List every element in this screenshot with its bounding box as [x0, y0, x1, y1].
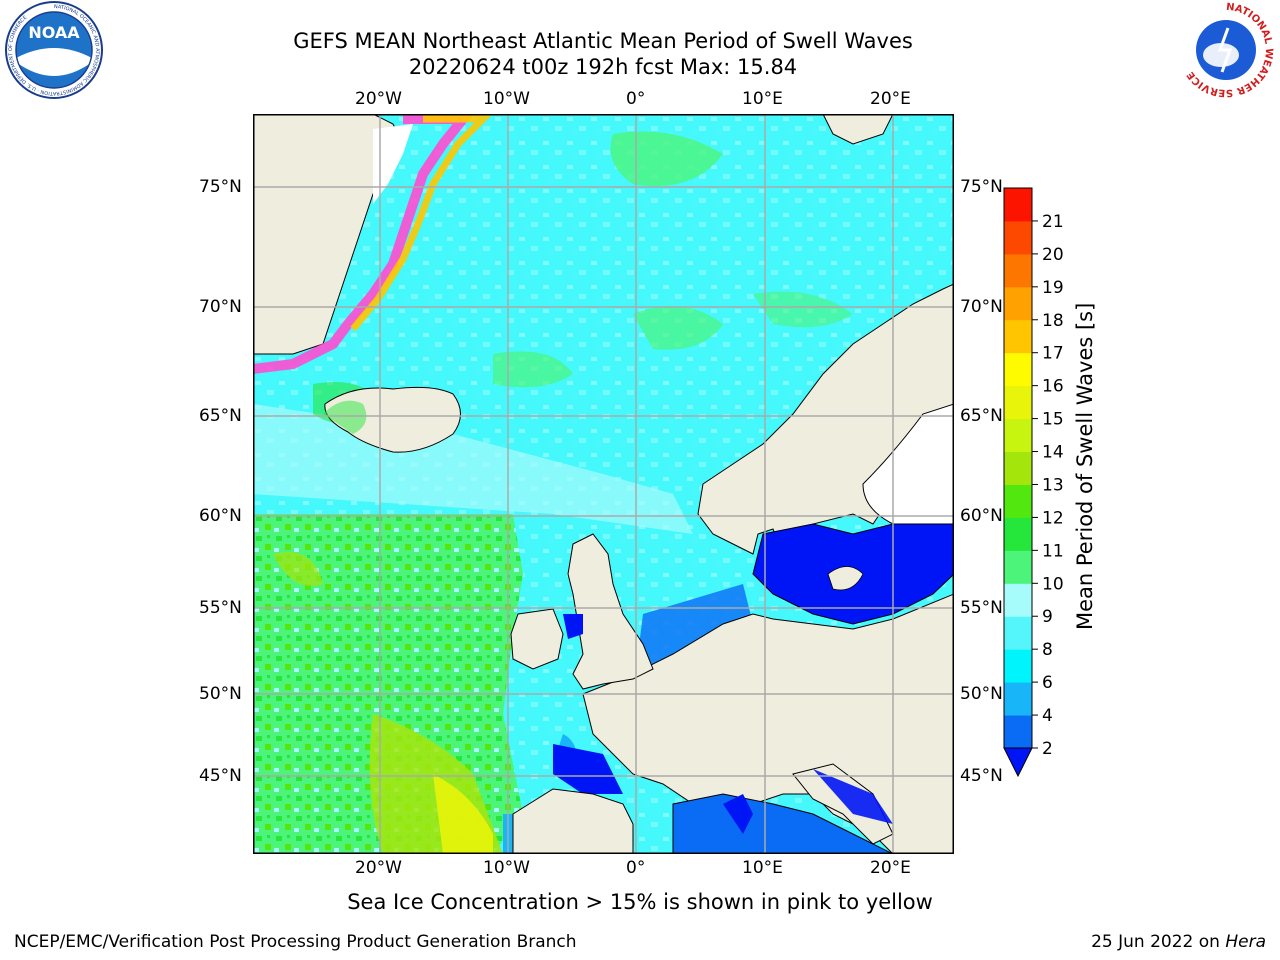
lat-label-left: 65°N — [199, 406, 242, 426]
colorbar-bin — [1004, 649, 1032, 683]
map-frame — [253, 114, 954, 854]
colorbar-bin — [1004, 352, 1032, 387]
colorbar-tick-label: 4 — [1042, 706, 1053, 726]
graticule — [253, 114, 954, 854]
lon-label-top: 20°E — [870, 89, 911, 109]
svg-text:NOAA: NOAA — [28, 23, 80, 42]
lon-label-top: 20°W — [355, 89, 402, 109]
lat-label-right: 55°N — [960, 598, 1003, 618]
colorbar-tick-label: 17 — [1042, 344, 1064, 364]
colorbar-bin — [1004, 682, 1032, 716]
sea-ice-edge — [252, 114, 474, 374]
nws-logo: NATIONAL WEATHER SERVICE — [1176, 0, 1276, 104]
colorbar-tick-label: 8 — [1042, 640, 1053, 660]
colorbar-frame — [1003, 187, 1033, 749]
colorbar-tick-label: 13 — [1042, 475, 1064, 495]
colorbar-bin — [1004, 451, 1032, 485]
colorbar-bin — [1004, 484, 1032, 518]
colorbar-tick-label: 19 — [1042, 278, 1064, 298]
lon-label-bottom: 0° — [626, 858, 646, 878]
chart-subtitle: 20220624 t00z 192h fcst Max: 15.84 — [408, 55, 798, 79]
lon-label-top: 10°E — [742, 89, 783, 109]
colorbar-tick-label: 2 — [1042, 739, 1053, 759]
noaa-logo: NOAA NATIONAL OCEANIC AND ATMOSPHERIC AD… — [4, 0, 104, 104]
lat-label-left: 50°N — [199, 684, 242, 704]
lat-label-right: 50°N — [960, 684, 1003, 704]
lat-label-left: 45°N — [199, 766, 242, 786]
colorbar-bin — [1004, 418, 1032, 453]
colorbar-bin — [1004, 188, 1032, 222]
colorbar-tick-label: 20 — [1042, 245, 1064, 265]
colorbar-bin — [1004, 583, 1032, 617]
colorbar-tick-label: 18 — [1042, 311, 1064, 331]
colorbar-bin — [1004, 286, 1032, 321]
colorbar-tick-label: 21 — [1042, 212, 1064, 232]
colorbar-bin — [1004, 385, 1032, 420]
sea-ice-note: Sea Ice Concentration > 15% is shown in … — [347, 890, 933, 914]
colorbar-tick-label: 16 — [1042, 377, 1064, 397]
colorbar-bin — [1004, 550, 1032, 584]
colorbar-bin — [1004, 616, 1032, 650]
chart-title: GEFS MEAN Northeast Atlantic Mean Period… — [293, 29, 913, 53]
colorbar-tick-label: 12 — [1042, 508, 1064, 528]
lon-label-top: 0° — [626, 89, 646, 109]
colorbar-label: Mean Period of Swell Waves [s] — [1073, 302, 1097, 630]
colorbar-bin — [1004, 715, 1032, 749]
colorbar-tick-label: 10 — [1042, 574, 1064, 594]
lat-label-right: 65°N — [960, 406, 1003, 426]
map-panel — [252, 113, 955, 858]
lat-label-left: 60°N — [199, 506, 242, 526]
colorbar: 2 4 6 8 9 10 11 12 13 14 15 16 17 18 19 20 21 — [996, 180, 1126, 794]
lon-label-bottom: 20°E — [870, 858, 911, 878]
colorbar-tick-label: 9 — [1042, 607, 1053, 627]
colorbar-tick-label: 15 — [1042, 410, 1064, 430]
footer-date-text: 25 Jun 2022 on — [1091, 932, 1226, 952]
lat-label-left: 75°N — [199, 177, 242, 197]
colorbar-tick-label: 6 — [1042, 673, 1053, 693]
colorbar-bin — [1004, 253, 1032, 288]
colorbar-extend-arrow — [1003, 747, 1033, 778]
colorbar-tick-label: 11 — [1042, 541, 1064, 561]
great-britain-land — [567, 533, 654, 690]
colorbar-bin — [1004, 220, 1032, 255]
lat-label-right: 45°N — [960, 766, 1003, 786]
footer-host: Hera — [1225, 932, 1266, 952]
footer-credit: NCEP/EMC/Verification Post Processing Pr… — [14, 932, 577, 952]
colorbar-tick-label: 14 — [1042, 443, 1064, 463]
lat-label-right: 75°N — [960, 177, 1003, 197]
colorbar-bin — [1004, 319, 1032, 354]
ireland-land — [510, 608, 564, 670]
lon-label-bottom: 10°W — [483, 858, 530, 878]
lat-label-left: 70°N — [199, 297, 242, 317]
lon-label-bottom: 20°W — [355, 858, 402, 878]
footer-date: 25 Jun 2022 on Hera — [1091, 932, 1266, 952]
lon-label-top: 10°W — [483, 89, 530, 109]
lat-label-left: 55°N — [199, 598, 242, 618]
colorbar-bin — [1004, 517, 1032, 551]
lat-label-right: 60°N — [960, 506, 1003, 526]
lon-label-bottom: 10°E — [742, 858, 783, 878]
lat-label-right: 70°N — [960, 297, 1003, 317]
